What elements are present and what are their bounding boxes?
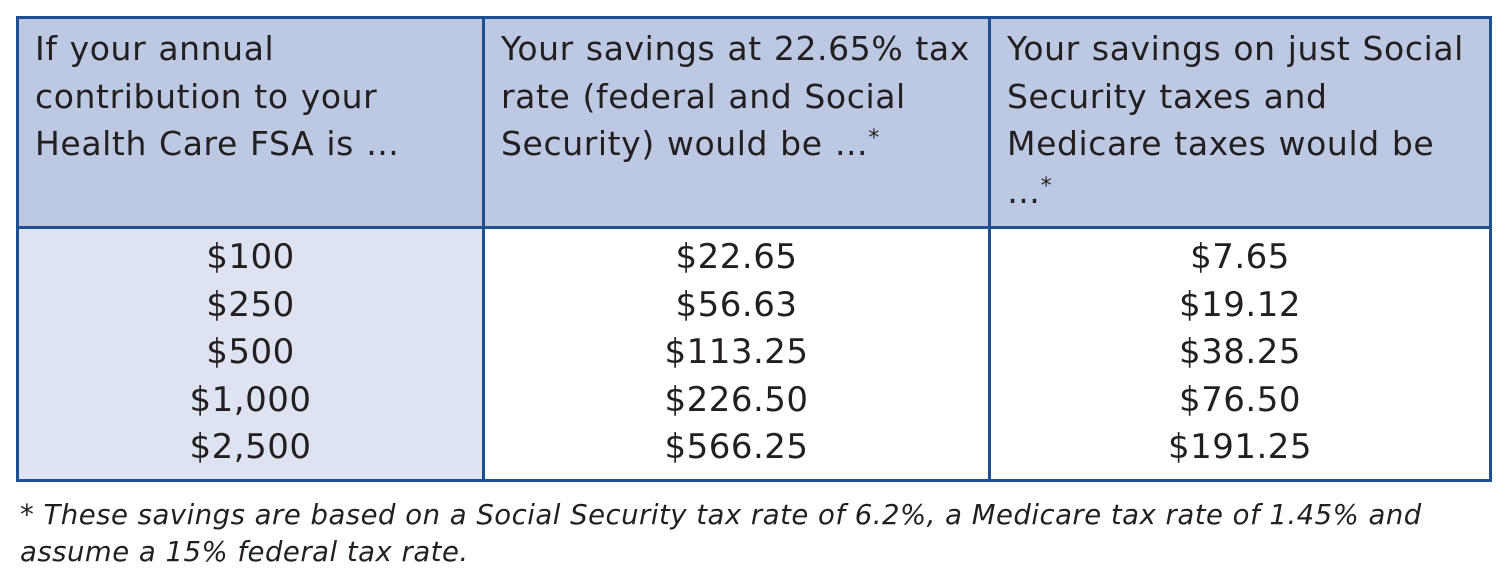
savings-ss-medicare-value: $191.25 bbox=[1167, 427, 1313, 467]
contribution-value: $2,500 bbox=[189, 427, 312, 467]
column-savings-ss-medicare: $7.65 $19.12 $38.25 $76.50 $191.25 bbox=[991, 229, 1489, 479]
savings-ss-medicare-value: $76.50 bbox=[1179, 379, 1301, 420]
footnote: * These savings are based on a Social Se… bbox=[20, 499, 1422, 568]
header-savings-ss-medicare: Your savings on just Social Security tax… bbox=[991, 19, 1489, 229]
header-savings-ss-medicare-text: Your savings on just Social Security tax… bbox=[1007, 29, 1464, 211]
header-contribution: If your annual contribution to your Heal… bbox=[19, 19, 485, 229]
savings-ss-medicare-value: $38.25 bbox=[1179, 332, 1301, 372]
savings-2265-value: $226.50 bbox=[664, 379, 809, 420]
header-savings-2265-text: Your savings at 22.65% tax rate (federal… bbox=[501, 29, 970, 163]
savings-ss-medicare-value: $7.65 bbox=[1190, 237, 1290, 277]
contribution-value: $100 bbox=[206, 237, 295, 277]
savings-2265-value: $113.25 bbox=[664, 332, 809, 372]
header-savings-2265-marker: * bbox=[868, 126, 880, 151]
column-savings-2265: $22.65 $56.63 $113.25 $226.50 $566.25 bbox=[485, 229, 991, 479]
fsa-savings-table: If your annual contribution to your Heal… bbox=[16, 16, 1492, 482]
contribution-value: $1,000 bbox=[189, 379, 312, 420]
savings-ss-medicare-value: $19.12 bbox=[1179, 284, 1301, 325]
contribution-value: $500 bbox=[206, 332, 295, 372]
header-savings-ss-medicare-marker: * bbox=[1040, 173, 1053, 199]
header-contribution-text: If your annual contribution to your Heal… bbox=[35, 29, 400, 163]
header-savings-2265: Your savings at 22.65% tax rate (federal… bbox=[485, 19, 991, 229]
savings-2265-value: $22.65 bbox=[675, 237, 798, 277]
savings-2265-value: $56.63 bbox=[675, 284, 798, 325]
savings-2265-value: $566.25 bbox=[664, 427, 809, 467]
contribution-value: $250 bbox=[206, 284, 295, 325]
column-contribution: $100 $250 $500 $1,000 $2,500 bbox=[19, 229, 485, 479]
